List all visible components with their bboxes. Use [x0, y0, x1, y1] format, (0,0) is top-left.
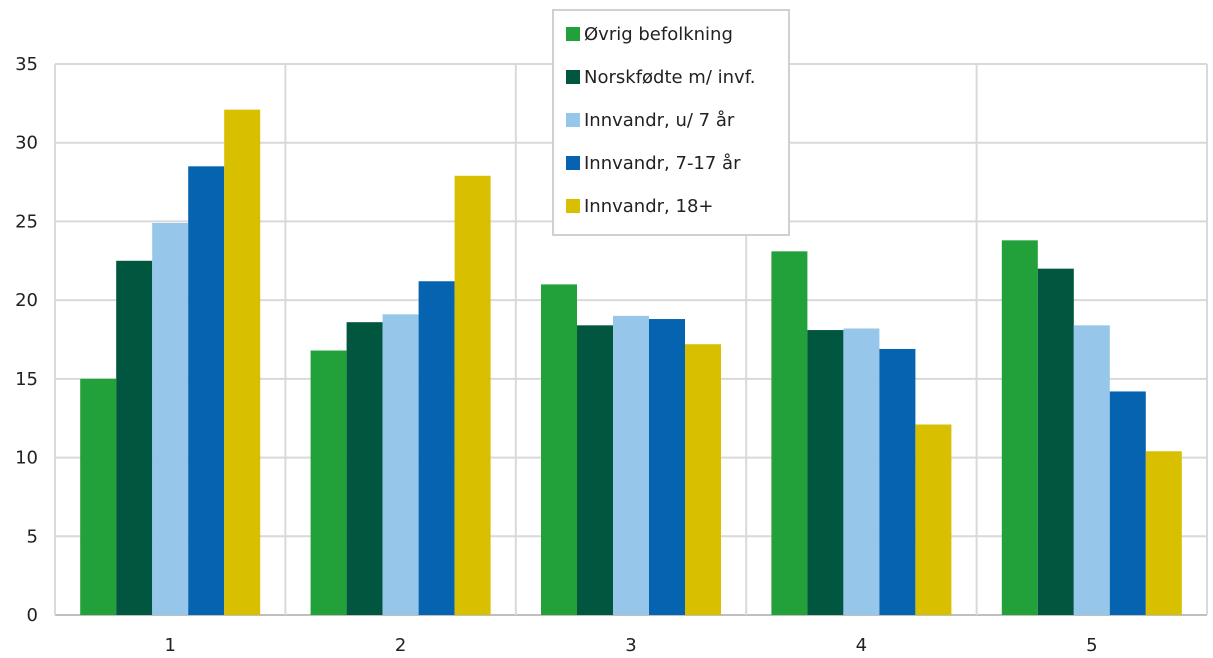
bar — [116, 260, 153, 615]
bar — [1001, 240, 1038, 615]
bar — [1037, 268, 1074, 615]
bar — [807, 330, 844, 615]
x-tick-label: 5 — [1086, 635, 1097, 654]
legend-label: Øvrig befolkning — [584, 24, 733, 45]
bar — [80, 378, 117, 615]
x-tick-label: 4 — [856, 635, 867, 654]
legend-box — [552, 9, 790, 236]
bar — [310, 350, 347, 615]
legend-swatch — [566, 70, 580, 84]
bar — [541, 284, 577, 615]
bar — [1145, 451, 1182, 615]
y-tick-label: 20 — [15, 290, 38, 311]
bars — [80, 109, 1182, 616]
bar — [915, 424, 952, 615]
legend-swatch — [566, 199, 580, 213]
y-tick-label: 0 — [27, 605, 38, 626]
x-tick-label: 3 — [625, 635, 636, 654]
y-tick-label: 25 — [15, 211, 38, 232]
bar — [771, 251, 808, 615]
legend: Øvrig befolkning Norskfødte m/ invf. Innva… — [552, 9, 790, 236]
y-tick-label: 30 — [15, 133, 38, 154]
bar — [577, 325, 613, 615]
bar — [418, 281, 455, 615]
bar — [1073, 325, 1110, 615]
bar — [685, 344, 721, 615]
legend-swatch — [566, 156, 580, 170]
bar — [843, 328, 880, 615]
bar — [1109, 391, 1146, 615]
legend-label: Innvandr, 7-17 år — [584, 153, 741, 174]
bar — [382, 314, 419, 615]
legend-label: Innvandr, 18+ — [584, 196, 713, 217]
x-tick-label: 1 — [164, 635, 175, 654]
y-tick-label: 15 — [15, 369, 38, 390]
y-tick-label: 5 — [27, 526, 38, 547]
legend-swatch — [566, 27, 580, 41]
y-tick-label: 35 — [15, 54, 38, 75]
bar — [613, 315, 649, 615]
bar — [879, 348, 916, 615]
bar — [649, 319, 685, 615]
axes: 0 5 10 15 20 25 30 35 1 2 3 4 5 — [15, 54, 1097, 656]
legend-label: Innvandr, u/ 7 år — [584, 110, 735, 131]
legend-label: Norskfødte m/ invf. — [584, 67, 755, 88]
bar — [346, 322, 383, 615]
y-tick-label: 10 — [15, 448, 38, 469]
x-tick-label: 2 — [395, 635, 406, 654]
bar — [224, 109, 261, 615]
bar — [188, 166, 225, 616]
legend-swatch — [566, 113, 580, 127]
bar — [152, 223, 189, 615]
bar — [454, 175, 491, 615]
